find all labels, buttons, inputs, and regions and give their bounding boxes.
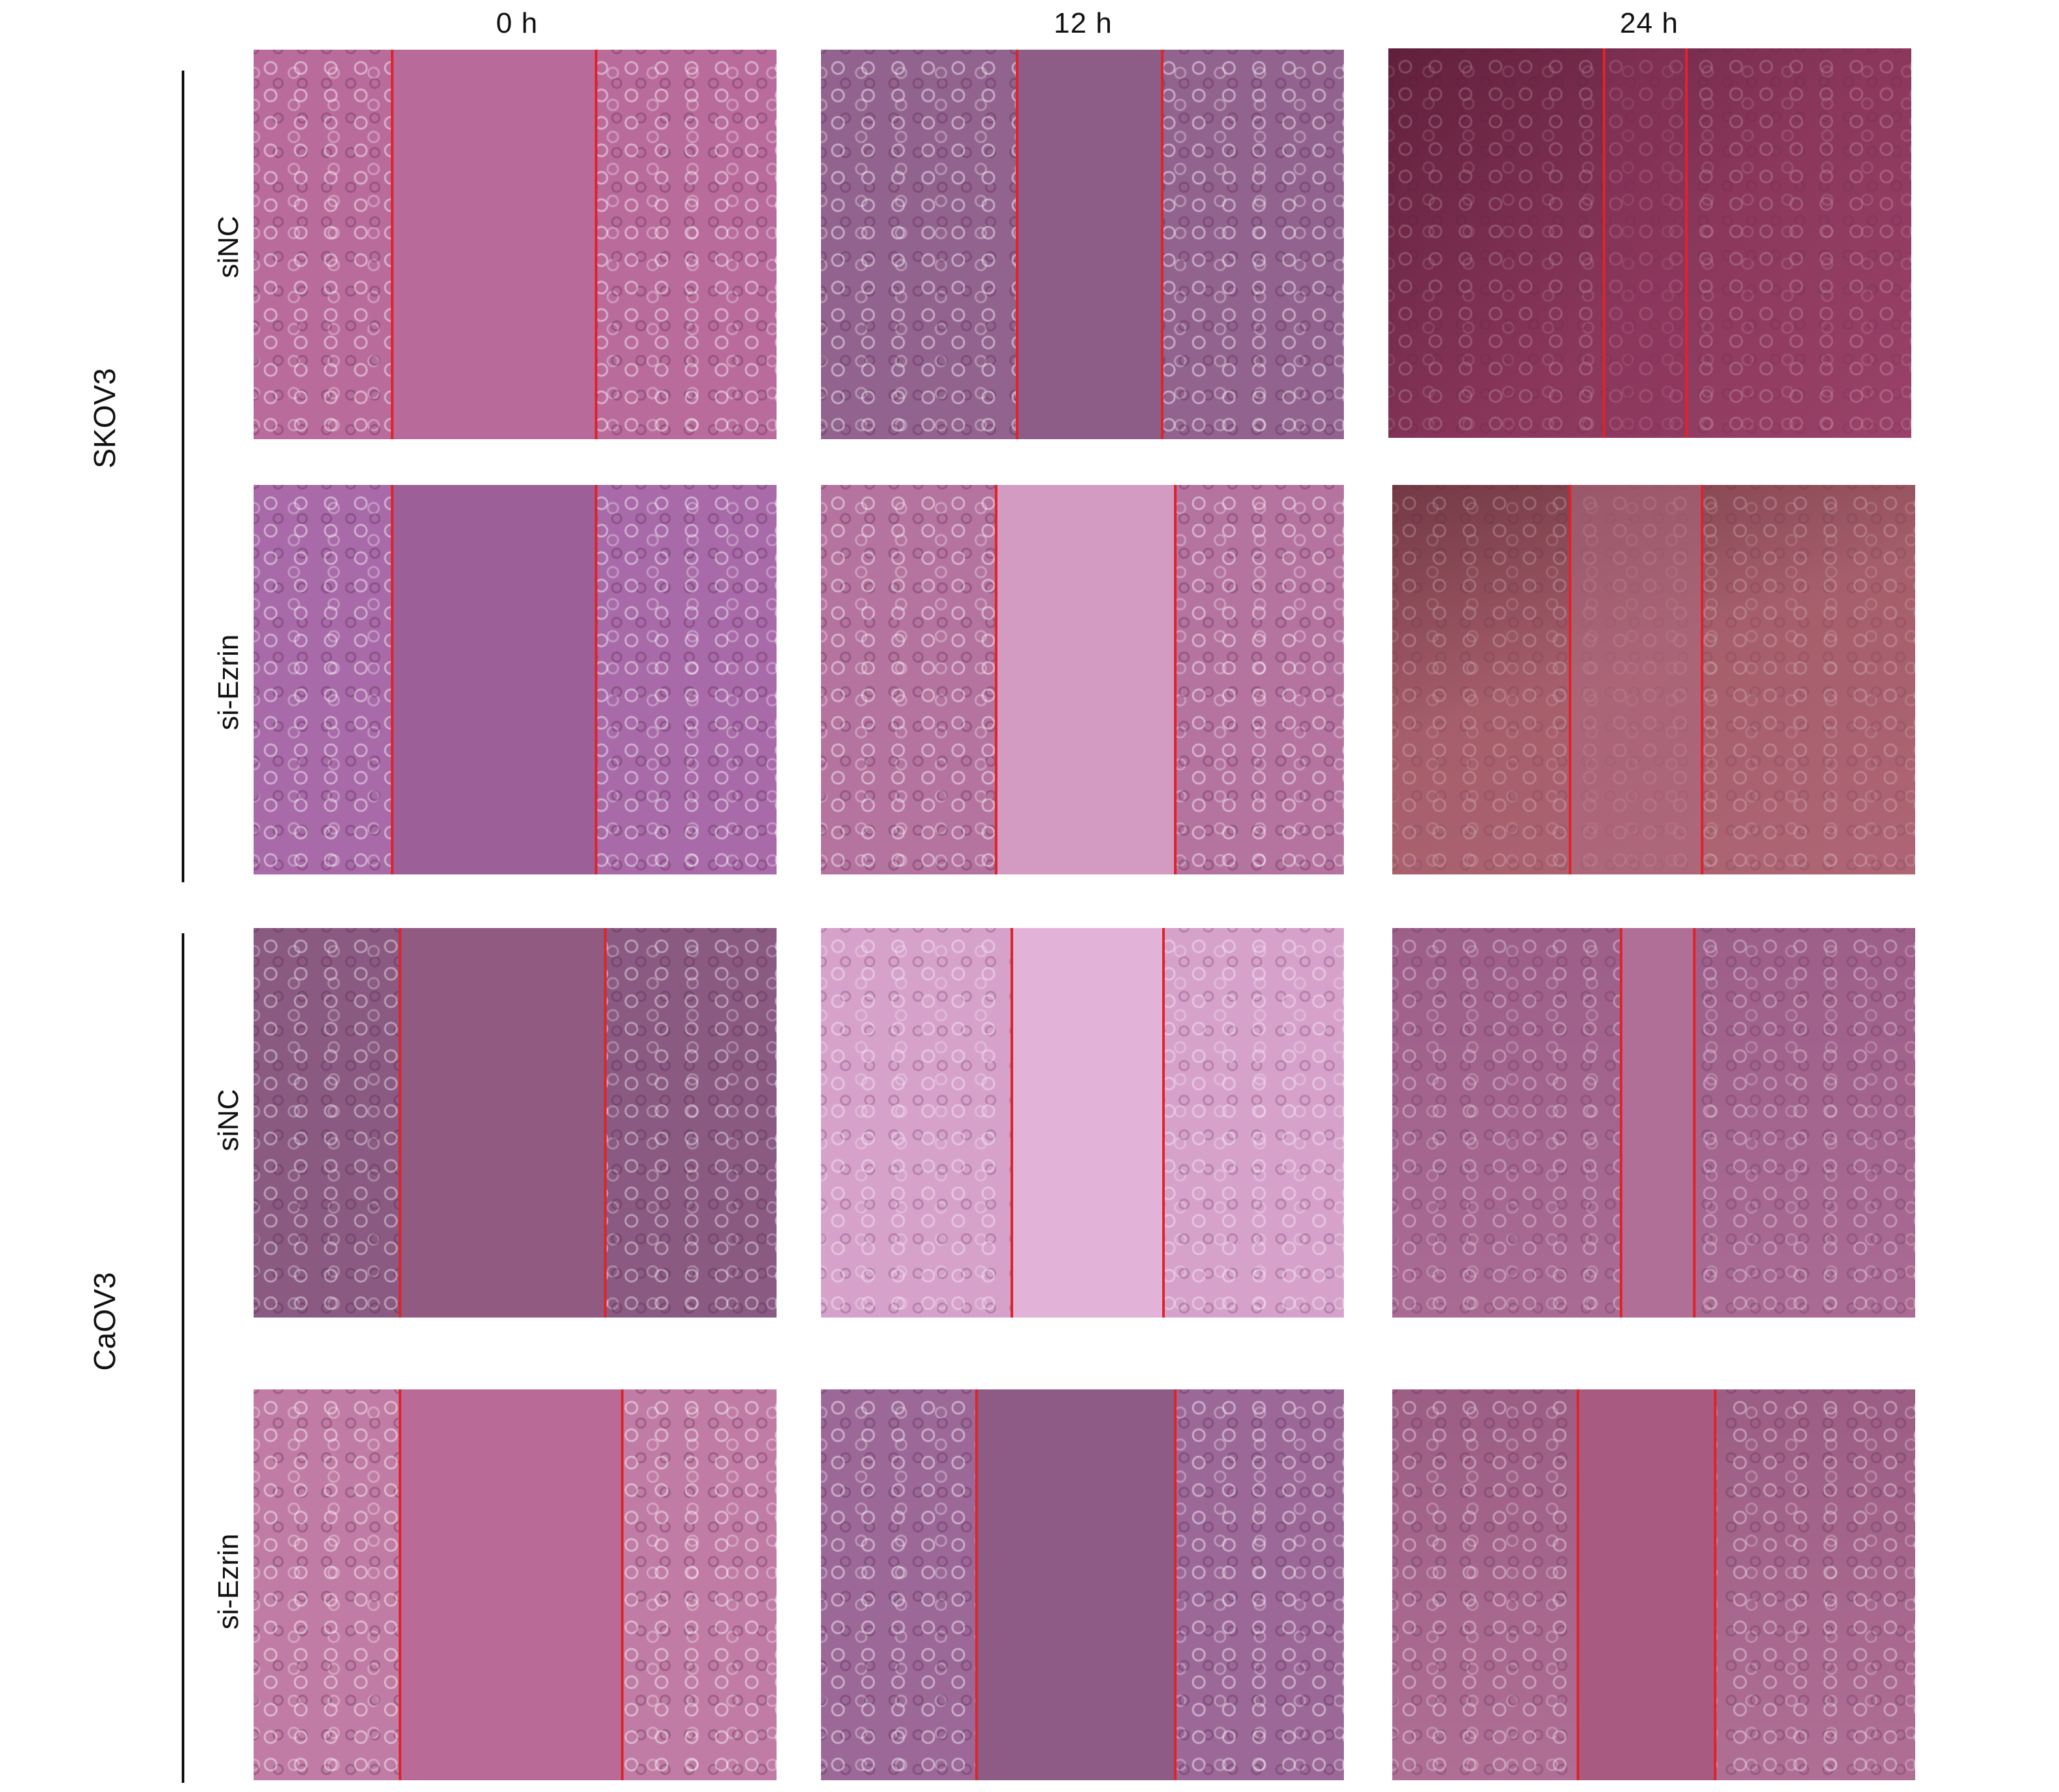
wound-edge-line	[1161, 50, 1163, 439]
wound-edge-line	[621, 1389, 624, 1780]
group-bracket-caov3	[182, 933, 184, 1783]
wound-edge-line	[1577, 1389, 1579, 1780]
wound-edge-line	[1603, 48, 1605, 438]
micrograph-skov3-siezrin-0h	[254, 485, 777, 874]
wound-edge-line	[1685, 48, 1688, 438]
wound-edge-line	[1174, 485, 1177, 874]
column-header-0h: 0 h	[495, 7, 539, 39]
micrograph-caov3-sinc-0h	[254, 928, 777, 1318]
micrograph-caov3-siezrin-0h	[254, 1389, 777, 1780]
wound-edge-line	[995, 485, 997, 874]
micrograph-skov3-sinc-12h	[821, 50, 1344, 439]
micrograph-skov3-siezrin-12h	[821, 485, 1344, 874]
wound-edge-line	[975, 1389, 978, 1780]
wound-edge-line	[595, 50, 597, 439]
micrograph-caov3-siezrin-24h	[1392, 1389, 1915, 1780]
micrograph-skov3-sinc-24h	[1388, 48, 1911, 438]
row-label-caov3-siezrin: si-Ezrin	[212, 1533, 244, 1630]
wound-edge-line	[1174, 1389, 1177, 1780]
wound-edge-line	[1162, 928, 1165, 1318]
wound-edge-line	[391, 50, 393, 439]
wound-edge-line	[595, 485, 597, 874]
micrograph-skov3-siezrin-24h	[1392, 485, 1915, 874]
row-label-skov3-sinc: siNC	[212, 216, 244, 278]
wound-edge-line	[604, 928, 607, 1318]
wound-edge-line	[399, 1389, 401, 1780]
micrograph-caov3-sinc-12h	[821, 928, 1344, 1318]
wound-edge-line	[1701, 485, 1703, 874]
group-label-caov3: CaOV3	[88, 1272, 122, 1371]
micrograph-caov3-siezrin-12h	[821, 1389, 1344, 1780]
column-header-12h: 12 h	[1054, 7, 1113, 39]
group-bracket-skov3	[182, 71, 184, 882]
micrograph-skov3-sinc-0h	[254, 50, 777, 439]
group-label-skov3: SKOV3	[88, 368, 122, 469]
wound-edge-line	[399, 928, 401, 1318]
row-label-skov3-siezrin: si-Ezrin	[212, 634, 244, 731]
wound-edge-line	[1620, 928, 1622, 1318]
wound-edge-line	[1714, 1389, 1716, 1780]
wound-edge-line	[391, 485, 393, 874]
wound-edge-line	[1569, 485, 1571, 874]
column-header-24h: 24 h	[1620, 7, 1679, 39]
wound-edge-line	[1016, 50, 1018, 439]
wound-edge-line	[1011, 928, 1013, 1318]
micrograph-caov3-sinc-24h	[1392, 928, 1915, 1318]
row-label-caov3-sinc: siNC	[212, 1089, 244, 1152]
wound-edge-line	[1693, 928, 1696, 1318]
